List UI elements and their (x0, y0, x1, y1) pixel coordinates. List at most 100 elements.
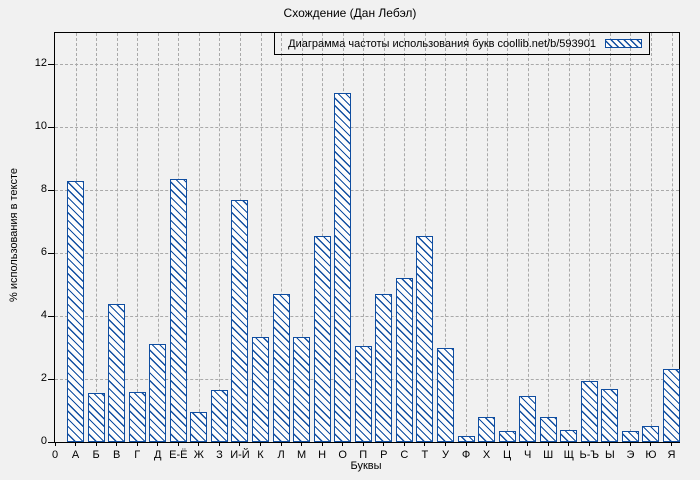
x-tick-mark (424, 442, 426, 446)
x-tick-mark (629, 442, 631, 446)
x-tick-mark (383, 442, 385, 446)
y-tick-mark (48, 126, 54, 128)
x-tick-label: З (216, 449, 223, 461)
gridline-vertical (671, 33, 673, 442)
bar-Д (149, 344, 167, 442)
y-tick-mark (48, 252, 54, 254)
x-tick-label: С (400, 449, 409, 461)
x-tick-mark (177, 442, 179, 446)
x-tick-mark (444, 442, 446, 446)
x-tick-mark (95, 442, 97, 446)
x-tick-mark (54, 442, 56, 446)
bar-Ы (601, 388, 619, 442)
gridline-horizontal (55, 190, 679, 192)
x-tick-label: Р (380, 449, 388, 461)
bar-Г (128, 391, 146, 442)
gridline-vertical (630, 33, 632, 442)
y-tick-label: 4 (40, 309, 47, 322)
gridline-vertical (260, 33, 262, 442)
bar-Х (478, 417, 496, 442)
gridline-vertical (301, 33, 303, 442)
x-tick-mark (136, 442, 138, 446)
x-tick-mark (671, 442, 672, 446)
gridline-vertical (404, 33, 406, 442)
x-tick-label: Ю (645, 449, 657, 461)
gridline-vertical (486, 33, 488, 442)
y-tick-mark (48, 63, 54, 65)
x-tick-label: Н (318, 449, 327, 461)
y-tick-label: 10 (34, 120, 47, 133)
x-tick-mark (362, 442, 364, 446)
x-tick-mark (465, 442, 467, 446)
gridline-vertical (650, 33, 652, 442)
bar-Я (663, 368, 680, 442)
y-tick-label: 12 (34, 57, 47, 70)
legend-box: Диаграмма частоты использования букв coo… (274, 32, 650, 55)
x-tick-mark (301, 442, 303, 446)
x-tick-label: Г (134, 449, 141, 461)
x-tick-mark (157, 442, 159, 446)
gridline-horizontal (55, 316, 679, 318)
x-tick-label: В (112, 449, 121, 461)
gridline-vertical (157, 33, 159, 442)
x-tick-label: 0 (51, 449, 59, 461)
x-tick-label: Ч (523, 449, 532, 461)
bar-Щ (560, 430, 578, 442)
plot-area: Диаграмма частоты использования букв coo… (35, 32, 680, 461)
bar-И-Й (231, 199, 249, 442)
legend-label: Диаграмма частоты использования букв coo… (288, 37, 596, 50)
x-tick-label: Б (92, 449, 100, 461)
x-tick-mark (403, 442, 405, 446)
x-tick-mark (486, 442, 488, 446)
gridline-vertical (281, 33, 283, 442)
gridline-horizontal (55, 127, 679, 129)
x-tick-mark (280, 442, 282, 446)
x-tick-label: Ф (461, 449, 471, 461)
y-tick-label: 2 (40, 372, 47, 385)
x-tick-mark (116, 442, 118, 446)
gridline-vertical (198, 33, 200, 442)
x-tick-label: Щ (563, 449, 574, 461)
x-tick-mark (609, 442, 611, 446)
x-tick-label: Л (277, 449, 285, 461)
gridline-horizontal (55, 64, 679, 66)
x-tick-label: П (359, 449, 368, 461)
bar-Ж (190, 412, 208, 442)
x-axis-label: Буквы (350, 460, 382, 472)
x-tick-label: У (441, 449, 449, 461)
x-tick-label: М (297, 449, 307, 461)
bar-Н (313, 235, 331, 442)
bar-О (334, 92, 352, 442)
x-tick-mark (218, 442, 220, 446)
y-tick-label: 6 (40, 246, 47, 259)
gridline-vertical (445, 33, 447, 442)
x-tick-label: Ж (193, 449, 204, 461)
gridline-vertical (548, 33, 550, 442)
x-tick-mark (650, 442, 652, 446)
gridline-horizontal (55, 253, 679, 255)
x-tick-label: К (257, 449, 264, 461)
y-tick-mark (48, 189, 54, 191)
x-tick-label: Т (421, 449, 429, 461)
x-tick-mark (321, 442, 323, 446)
gridline-vertical (466, 33, 467, 442)
y-tick-mark (48, 378, 54, 380)
bar-Б (87, 393, 105, 442)
bar-Р (375, 294, 393, 442)
gridline-vertical (137, 33, 139, 442)
bar-В (108, 303, 126, 442)
gridline-vertical (527, 33, 529, 442)
bar-Ф (457, 436, 475, 442)
x-tick-mark (588, 442, 590, 446)
y-tick-label: 8 (40, 183, 47, 196)
gridline-vertical (116, 33, 118, 442)
x-tick-label: А (71, 449, 80, 461)
bar-М (293, 336, 311, 442)
bar-Ю (642, 426, 660, 442)
gridline-vertical (568, 33, 570, 442)
bar-Е-Ё (169, 179, 187, 442)
x-tick-label: Ш (543, 449, 554, 461)
x-tick-mark (239, 442, 241, 446)
x-tick-mark (506, 442, 508, 446)
bar-Ш (539, 416, 557, 442)
